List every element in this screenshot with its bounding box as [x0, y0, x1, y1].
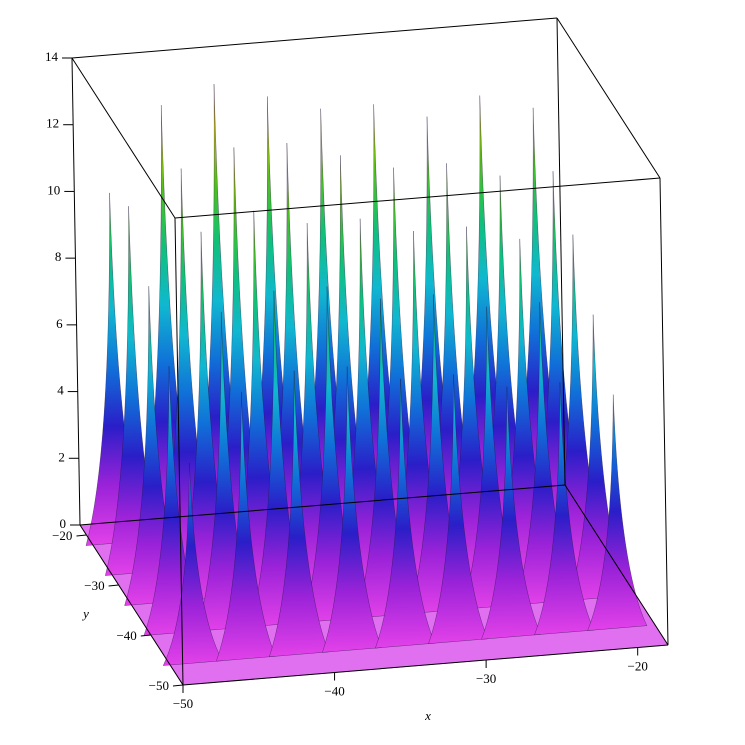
box-edge [71, 17, 558, 59]
x-axis-label: x [424, 708, 431, 723]
box-edge [79, 524, 184, 686]
box-edge [556, 17, 566, 486]
surface-peak [534, 382, 595, 636]
surface-peak [481, 386, 542, 640]
z-tick-label: 0 [60, 516, 67, 531]
box-edge [659, 177, 669, 646]
surface-peak [162, 462, 223, 666]
z-tick-label: 6 [56, 316, 63, 331]
box-edge [174, 217, 184, 686]
surface-peak [587, 394, 648, 631]
box-edge [79, 484, 566, 526]
surface-peak [428, 374, 489, 644]
surface-peak [322, 366, 382, 653]
y-tick-label: −50 [149, 678, 169, 693]
y-tick-label: −30 [84, 578, 104, 593]
z-tick-label: 12 [46, 116, 59, 131]
surface-peak [375, 378, 436, 649]
z-tick-label: 14 [45, 49, 59, 64]
y-tick [172, 684, 184, 687]
z-tick-label: 10 [47, 182, 60, 197]
box-edge [174, 177, 661, 219]
box-edge [556, 17, 661, 179]
y-tick [140, 634, 151, 637]
box-edge [71, 57, 81, 526]
x-tick-label: −40 [324, 683, 344, 698]
z-tick-label: 4 [57, 383, 64, 398]
x-tick-label: −30 [476, 671, 496, 686]
y-axis-label: y [81, 606, 89, 621]
box-edge [182, 644, 669, 686]
z-tick-label: 8 [55, 249, 62, 264]
box-edge [564, 484, 669, 646]
surface-peak [268, 370, 329, 658]
x-tick-label: −50 [173, 696, 193, 711]
y-tick-label: −20 [52, 528, 72, 543]
box-edge [71, 57, 176, 219]
y-tick [76, 534, 87, 537]
surface-peak [215, 391, 276, 662]
y-tick [108, 584, 119, 587]
y-tick-label: −40 [116, 628, 136, 643]
z-tick-label: 2 [58, 449, 65, 464]
x-tick-label: −20 [628, 658, 648, 673]
